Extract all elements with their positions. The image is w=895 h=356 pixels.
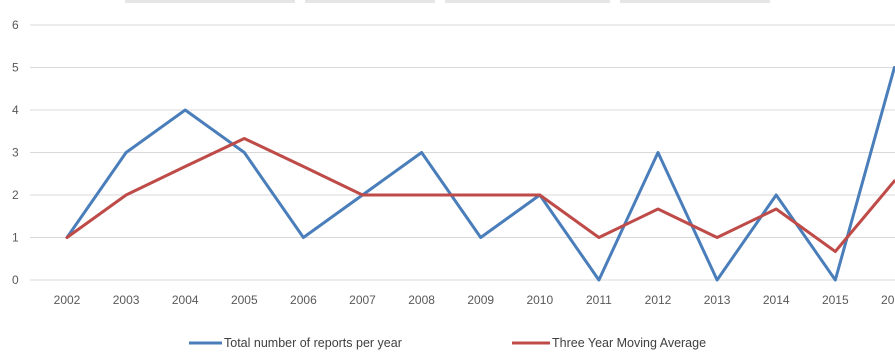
x-tick-label: 2014 [763, 293, 790, 307]
x-tick-label: 2007 [349, 293, 376, 307]
y-tick-label: 0 [12, 273, 19, 287]
x-tick-label: 2015 [822, 293, 849, 307]
y-tick-label: 1 [12, 231, 19, 245]
x-tick-label: 2008 [408, 293, 435, 307]
legend: Total number of reports per year Three Ye… [189, 336, 706, 350]
series-line-moving-average [65, 136, 895, 254]
y-tick-label: 5 [12, 61, 19, 75]
series-line-total-reports [65, 66, 895, 282]
cropped-title-remnant [125, 0, 770, 3]
y-tick-label: 2 [12, 188, 19, 202]
x-tick-label: 2005 [231, 293, 258, 307]
x-tick-label: 2003 [113, 293, 140, 307]
gridlines [30, 24, 895, 281]
x-axis: 2002 2003 2004 2005 2006 2007 2008 2009 2010 2011… [54, 293, 895, 307]
legend-label-moving-average: Three Year Moving Average [552, 336, 706, 350]
series-lines [65, 66, 895, 282]
y-tick-label: 6 [12, 18, 19, 32]
x-tick-label: 2010 [526, 293, 553, 307]
x-tick-label: 2011 [586, 293, 612, 307]
x-tick-label: 2002 [54, 293, 81, 307]
y-tick-label: 3 [12, 146, 19, 160]
x-tick-label: 2006 [290, 293, 317, 307]
y-axis: 0 1 2 3 4 5 6 [12, 18, 19, 287]
x-tick-label: 2016 [881, 293, 895, 307]
x-tick-label: 2013 [704, 293, 731, 307]
x-tick-label: 2009 [467, 293, 494, 307]
x-tick-label: 2004 [172, 293, 199, 307]
legend-label-total-reports: Total number of reports per year [224, 336, 402, 350]
y-tick-label: 4 [12, 103, 19, 117]
x-tick-label: 2012 [645, 293, 672, 307]
